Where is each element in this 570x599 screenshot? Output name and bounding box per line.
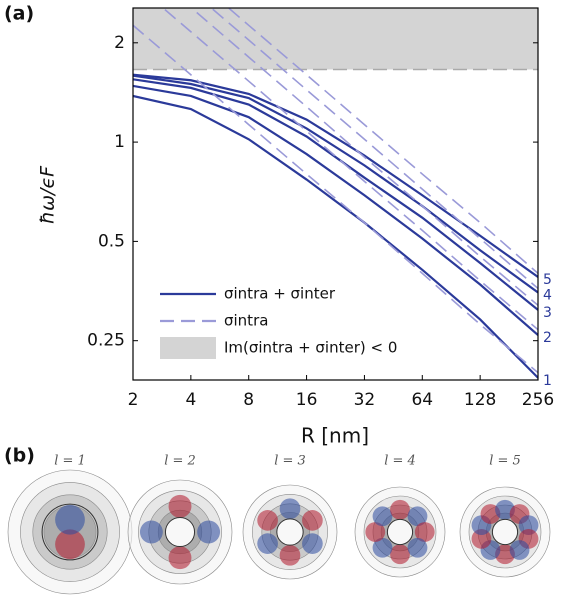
x-tick-label: 2 (128, 390, 139, 410)
mode-lobe (471, 528, 492, 549)
mode-label: l = 1 (54, 454, 86, 469)
mode-lobe (407, 537, 428, 558)
legend-label: σintra + σinter (224, 285, 336, 303)
mode-lobe (302, 510, 323, 531)
mode-panel: l = 1 l = 2 l = 3 l = 4 l = 5 (7, 454, 551, 595)
x-tick-label: 8 (243, 390, 254, 410)
y-tick-label: 1 (114, 132, 125, 152)
x-tick-label: 256 (522, 390, 554, 410)
x-tick-label: 4 (185, 390, 196, 410)
series-line (210, 8, 538, 290)
mode-lobe (168, 494, 192, 518)
series-end-label: 5 (543, 272, 552, 288)
shaded-region (133, 8, 538, 70)
series-line (227, 8, 538, 274)
mode-label: l = 3 (274, 454, 306, 469)
series-end-label: 1 (543, 373, 552, 389)
mode-lobe (279, 498, 301, 520)
mode-lobe (139, 520, 163, 544)
series-line (133, 74, 538, 294)
series-line (133, 84, 538, 336)
mode-lobe (390, 499, 410, 520)
panel-label: (a) (4, 3, 34, 25)
legend-swatch (160, 337, 216, 359)
series-line (133, 94, 538, 379)
mode-label: l = 2 (164, 454, 196, 469)
series-line (133, 78, 538, 311)
series-line (190, 8, 538, 306)
mode-core (386, 518, 414, 546)
x-tick-label: 16 (296, 390, 318, 410)
mode-lobe (372, 506, 393, 527)
legend-label: Im(σintra + σinter) < 0 (224, 339, 397, 357)
series-line (161, 8, 538, 331)
mode-lobe (257, 533, 278, 554)
mode-lobe (55, 504, 85, 535)
panel-label: (b) (4, 445, 35, 467)
x-tick-label: 128 (464, 390, 496, 410)
mode-lobe (518, 515, 539, 536)
mode-lobe (55, 529, 85, 560)
mode-lobe (509, 540, 530, 560)
x-axis-label: R [nm] (301, 424, 369, 448)
series-end-label: 4 (543, 287, 552, 303)
mode-lobe (390, 544, 410, 565)
mode-label: l = 4 (384, 454, 416, 469)
mode-lobe (168, 546, 192, 570)
plot-clip (133, 8, 538, 379)
y-tick-label: 0.5 (98, 231, 125, 251)
series-end-label: 2 (543, 330, 552, 346)
mode-core (41, 503, 99, 561)
mode-lobe (372, 537, 393, 558)
mode-label: l = 5 (489, 454, 521, 469)
mode-lobe (197, 520, 221, 544)
mode-core (491, 518, 519, 546)
mode-lobe (407, 506, 428, 527)
mode-lobe (365, 522, 386, 542)
mode-lobe (302, 533, 323, 554)
mode-lobe (257, 510, 278, 531)
plot-frame (132, 7, 539, 381)
series-end-label: 3 (543, 305, 552, 321)
legend-label: σintra (224, 312, 268, 330)
series-line (133, 24, 538, 374)
y-tick-label: 2 (114, 33, 125, 53)
mode-core (164, 516, 196, 548)
x-tick-label: 64 (411, 390, 433, 410)
y-axis-label: ħω/ϵF (37, 165, 59, 224)
mode-lobe (279, 544, 301, 566)
mode-lobe (414, 522, 435, 542)
mode-core (276, 518, 304, 546)
x-tick-label: 32 (354, 390, 376, 410)
y-tick-label: 0.25 (87, 331, 125, 351)
